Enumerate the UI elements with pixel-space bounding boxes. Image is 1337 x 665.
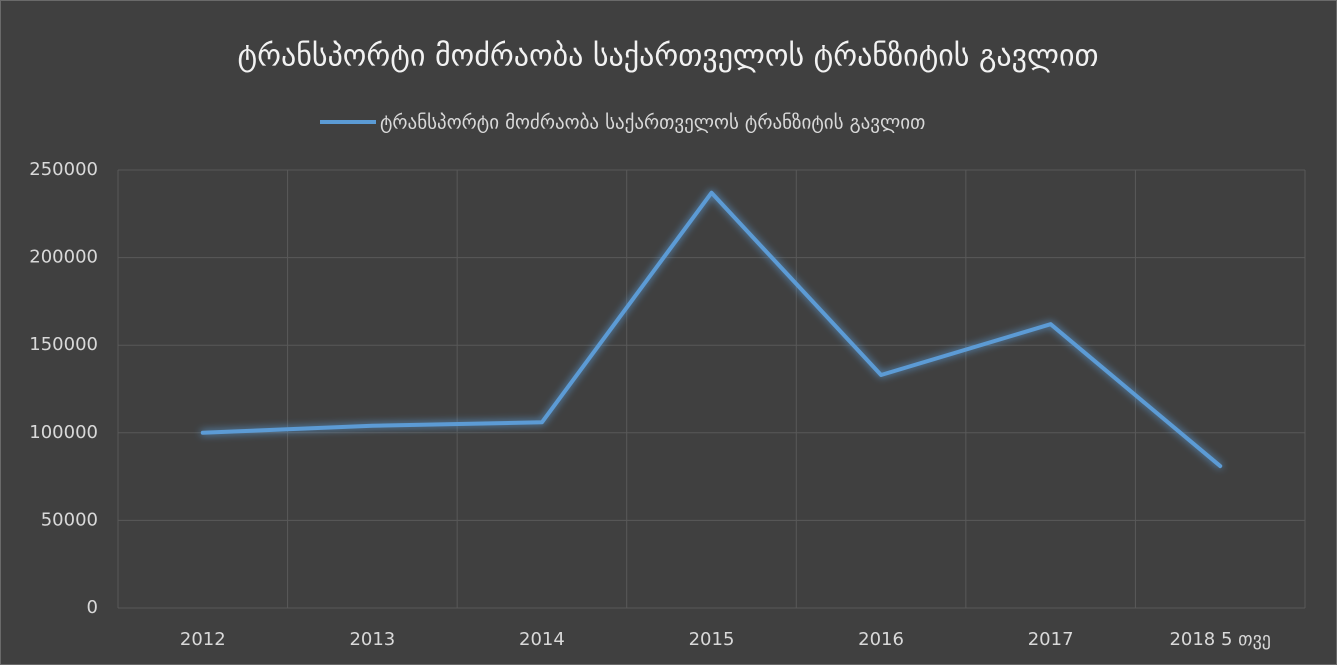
y-tick-label: 100000 [29,422,98,443]
y-tick-label: 200000 [29,247,98,268]
y-tick-label: 0 [87,597,98,618]
y-tick-label: 250000 [29,159,98,180]
x-tick-label: 2015 [689,629,735,650]
x-tick-label: 2014 [519,629,565,650]
x-tick-label: 2013 [349,629,395,650]
x-tick-label: 2016 [858,629,904,650]
x-tick-label: 2018 5 თვე [1169,629,1271,650]
data-line [200,190,1223,469]
x-tick-label: 2012 [180,629,226,650]
x-tick-label: 2017 [1028,629,1074,650]
y-tick-label: 50000 [41,509,98,530]
legend-label: ტრანსპორტი მოძრაობა საქართველოს ტრანზიტი… [380,112,925,134]
chart-title: ტრანსპორტი მოძრაობა საქართველოს ტრანზიტი… [237,39,1098,74]
y-tick-label: 150000 [29,334,98,355]
